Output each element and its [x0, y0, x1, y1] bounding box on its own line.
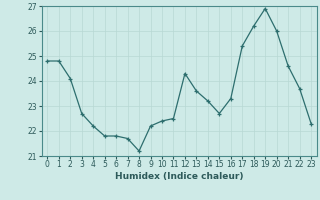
X-axis label: Humidex (Indice chaleur): Humidex (Indice chaleur) [115, 172, 244, 181]
